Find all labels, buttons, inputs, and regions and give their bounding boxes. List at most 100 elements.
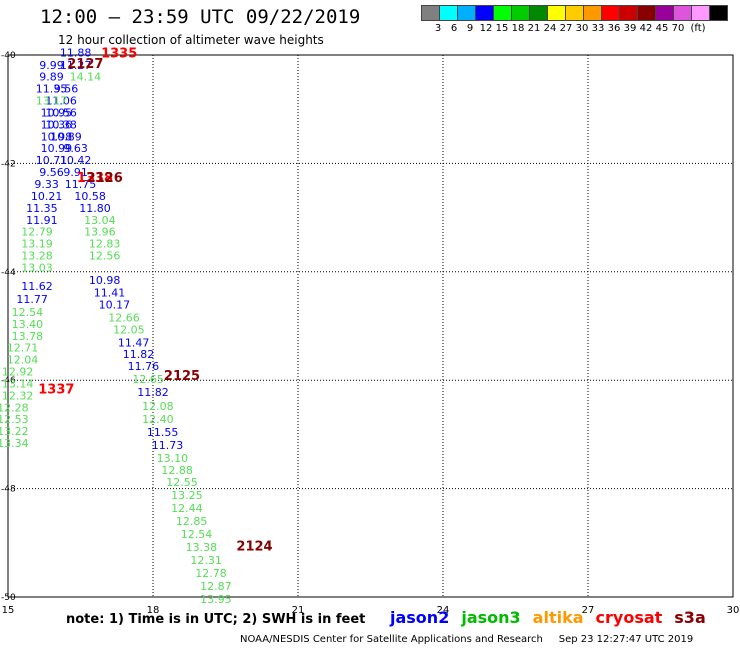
data-point-jason2: 9.56 — [39, 166, 64, 179]
data-point-jason2: 11.55 — [147, 426, 179, 439]
data-point-jason3: 12.44 — [171, 502, 203, 515]
data-point-jason2: 9.89 — [39, 71, 64, 84]
color-scale-swatch — [709, 5, 728, 21]
satellite-legend: jason2 jason3 altika cryosat s3a — [390, 608, 718, 627]
pass-label: 1338 — [77, 171, 113, 186]
data-point-jason3: 12.40 — [142, 413, 174, 426]
data-point-jason2: 11.62 — [21, 280, 53, 293]
x-tick-label: 24 — [437, 605, 450, 616]
color-scale-label: 21 — [527, 23, 541, 34]
color-scale-label: 9 — [466, 23, 474, 34]
data-point-jason3: 14.14 — [70, 71, 102, 84]
color-scale: 3 6 9 12 15 18 21 24 27 30 33 36 39 42 45 70 (ft) — [421, 5, 728, 37]
data-point-jason2: 9.33 — [34, 178, 59, 191]
data-point-jason3: 13.40 — [12, 318, 44, 331]
legend-s3a: s3a — [674, 608, 706, 627]
plot-frame — [7, 54, 734, 598]
data-point-jason3: 13.28 — [21, 250, 53, 263]
data-point-jason2: 10.95 — [41, 106, 73, 119]
data-point-jason3: 12.85 — [176, 515, 208, 528]
data-point-jason3: 12.31 — [190, 554, 222, 567]
chart-footer: NOAA/NESDIS Center for Satellite Applica… — [240, 634, 694, 645]
x-tick-label: 27 — [582, 605, 595, 616]
data-point-jason3: 12.66 — [108, 311, 140, 324]
chart-title: 12:00 – 23:59 UTC 09/22/2019 — [40, 6, 361, 28]
data-point-jason2: 10.21 — [31, 190, 63, 203]
data-point-jason2: 10.42 — [60, 154, 92, 167]
data-point-jason3: 13.14 — [2, 377, 34, 390]
data-point-jason2: 10.89 — [50, 130, 82, 143]
y-tick-label: -40 — [1, 51, 16, 61]
data-point-jason3: 12.54 — [12, 306, 44, 319]
pass-label: 2125 — [164, 369, 200, 384]
data-point-jason2: 10.71 — [36, 154, 68, 167]
data-point-jason3: 12.56 — [89, 250, 121, 263]
color-scale-label: 30 — [575, 23, 589, 34]
data-point-jason2: 11.80 — [79, 202, 111, 215]
data-point-jason2: 11.82 — [123, 348, 155, 361]
data-point-jason2: 9.56 — [54, 83, 79, 96]
pass-label: 2124 — [236, 540, 272, 555]
y-tick-label: -46 — [1, 376, 16, 386]
color-scale-labels: 3 6 9 12 15 18 21 24 27 30 33 36 39 42 45 70 (ft) — [422, 23, 728, 37]
data-point-jason3: 12.28 — [0, 401, 29, 414]
data-point-jason2: 11.82 — [137, 386, 169, 399]
color-scale-label: 39 — [623, 23, 637, 34]
pass-label: 2127 — [67, 57, 103, 72]
data-point-jason3: 12.71 — [7, 342, 39, 355]
color-scale-label: 42 — [639, 23, 653, 34]
legend-altika: altika — [532, 608, 584, 627]
data-point-jason2: 10.38 — [45, 118, 77, 131]
chart-note: note: 1) Time is in UTC; 2) SWH is in fe… — [66, 612, 366, 627]
data-point-jason3: 12.78 — [195, 567, 227, 580]
data-point-jason3: 12.54 — [181, 528, 213, 541]
legend-cryosat: cryosat — [595, 608, 663, 627]
data-point-jason2: 10.99 — [41, 142, 73, 155]
data-point-jason3: 13.22 — [0, 425, 29, 438]
pass-label: 1337 — [38, 382, 74, 397]
data-point-jason3: 12.88 — [161, 464, 193, 477]
data-point-jason3: 13.78 — [12, 330, 44, 343]
data-point-jason3: 12.55 — [166, 476, 198, 489]
data-point-jason2: 10.58 — [74, 190, 106, 203]
data-point-jason3: 12.32 — [2, 389, 34, 402]
y-tick-label: -42 — [1, 159, 16, 169]
data-point-jason2: 10.17 — [99, 298, 131, 311]
data-point-jason2: 11.06 — [45, 95, 77, 108]
color-scale-label: 70 — [671, 23, 685, 34]
data-point-jason2: 11.91 — [26, 214, 58, 227]
color-scale-label: 36 — [607, 23, 621, 34]
data-point-jason2: 11.88 — [60, 46, 92, 59]
data-point-jason3: 12.05 — [113, 323, 145, 336]
data-point-jason3: 12.08 — [142, 400, 174, 413]
color-scale-label: 15 — [495, 23, 509, 34]
data-point-jason3: 13.19 — [21, 238, 53, 251]
data-point-jason2: 9.99 — [39, 59, 64, 72]
data-point-jason2: 10.56 — [45, 106, 77, 119]
data-point-jason2: 9.91 — [63, 166, 88, 179]
data-point-jason2: 10.98 — [41, 130, 73, 143]
data-point-jason3: 13.95 — [200, 593, 232, 606]
data-point-jason3: 12.79 — [21, 226, 53, 239]
color-scale-swatches — [421, 5, 728, 21]
data-point-jason2: 11.35 — [36, 83, 68, 96]
data-point-jason3: 12.65 — [132, 373, 164, 386]
y-tick-label: -50 — [1, 593, 16, 603]
color-scale-label: 27 — [559, 23, 573, 34]
data-point-jason3: 13.17 — [36, 95, 68, 108]
data-point-jason3: 12.53 — [0, 413, 29, 426]
data-point-jason2: 9.63 — [63, 142, 88, 155]
data-point-jason3: 13.25 — [171, 489, 203, 502]
y-tick-label: -48 — [1, 485, 16, 495]
color-scale-label: 33 — [591, 23, 605, 34]
x-tick-label: 15 — [2, 605, 15, 616]
data-point-jason2: 11.77 — [16, 293, 48, 306]
data-point-jason3: 12.04 — [7, 354, 39, 367]
pass-label: 2126 — [87, 171, 123, 186]
pass-label: 1335 — [101, 46, 137, 61]
data-point-jason3: 13.34 — [0, 437, 29, 450]
data-point-jason2: 11.73 — [152, 439, 184, 452]
color-scale-unit: (ft) — [690, 23, 706, 34]
y-tick-label: -44 — [1, 268, 16, 278]
data-point-jason2: 10.36 — [41, 118, 73, 131]
